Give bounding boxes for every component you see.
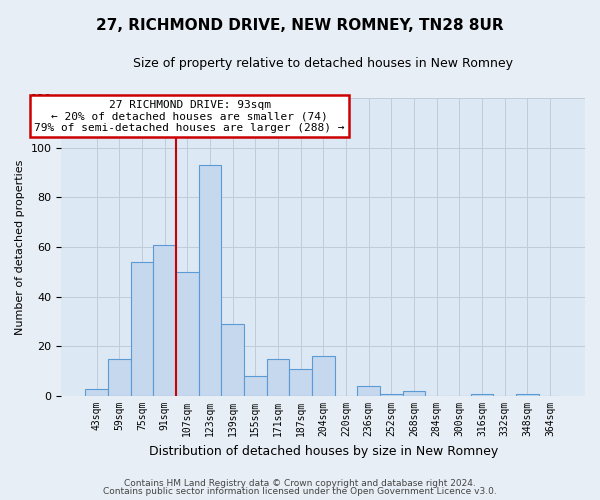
Bar [403, 391, 425, 396]
Bar [357, 386, 380, 396]
Bar [221, 324, 244, 396]
Title: Size of property relative to detached houses in New Romney: Size of property relative to detached ho… [133, 58, 513, 70]
Text: 27, RICHMOND DRIVE, NEW ROMNEY, TN28 8UR: 27, RICHMOND DRIVE, NEW ROMNEY, TN28 8UR [96, 18, 504, 32]
Bar [199, 165, 221, 396]
X-axis label: Distribution of detached houses by size in New Romney: Distribution of detached houses by size … [149, 444, 498, 458]
Bar [380, 394, 403, 396]
Bar [244, 376, 266, 396]
Bar [470, 394, 493, 396]
Bar [108, 359, 131, 396]
Y-axis label: Number of detached properties: Number of detached properties [15, 160, 25, 334]
Bar [312, 356, 335, 396]
Bar [289, 368, 312, 396]
Text: 27 RICHMOND DRIVE: 93sqm
← 20% of detached houses are smaller (74)
79% of semi-d: 27 RICHMOND DRIVE: 93sqm ← 20% of detach… [34, 100, 345, 132]
Bar [85, 388, 108, 396]
Text: Contains HM Land Registry data © Crown copyright and database right 2024.: Contains HM Land Registry data © Crown c… [124, 478, 476, 488]
Bar [266, 359, 289, 396]
Text: Contains public sector information licensed under the Open Government Licence v3: Contains public sector information licen… [103, 487, 497, 496]
Bar [516, 394, 539, 396]
Bar [131, 262, 153, 396]
Bar [176, 272, 199, 396]
Bar [153, 244, 176, 396]
